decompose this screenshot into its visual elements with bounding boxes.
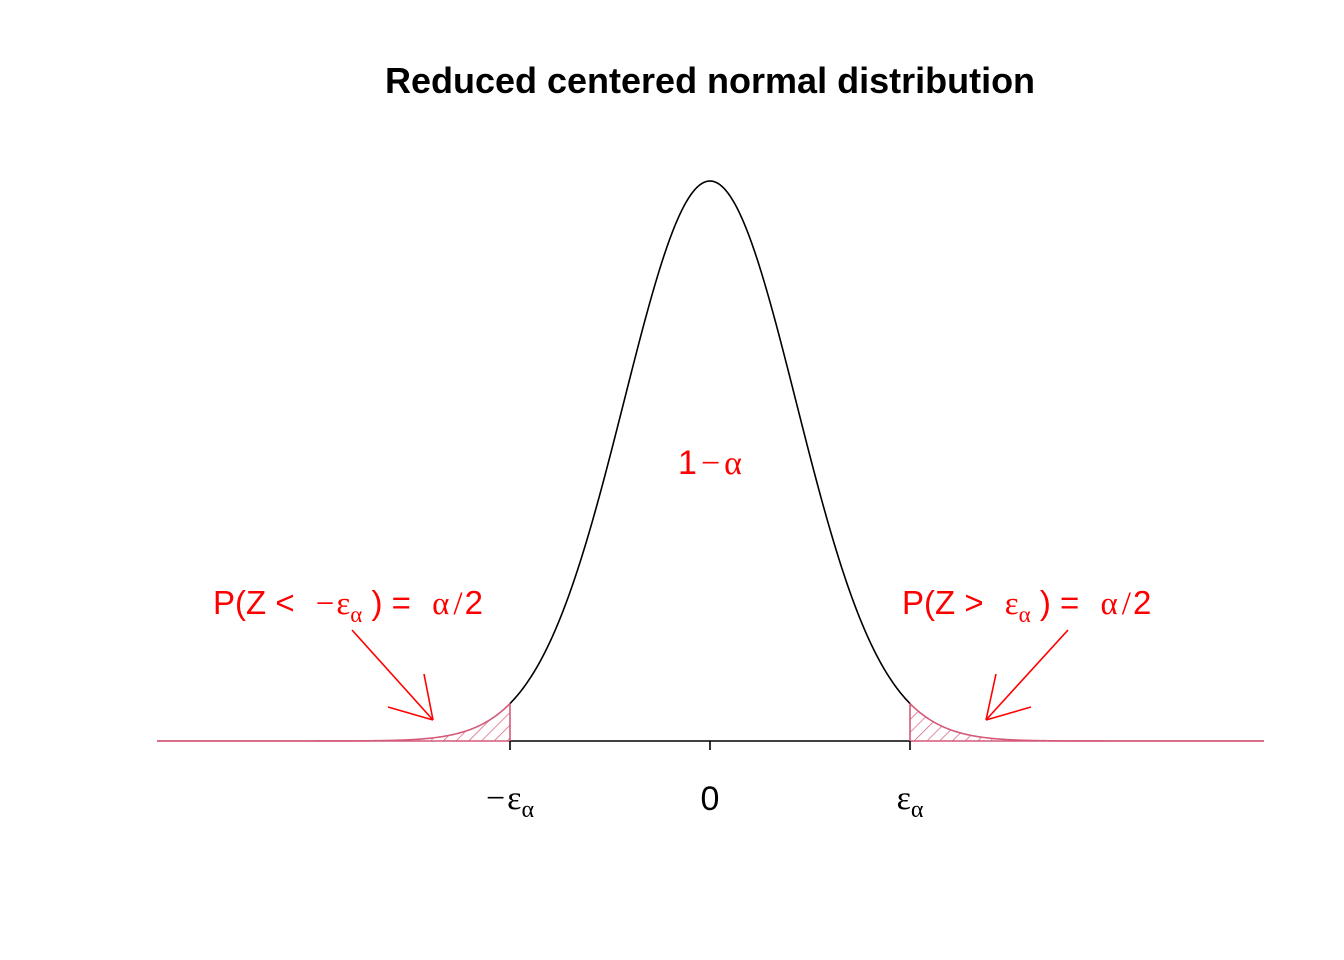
- left-tail-curve: [157, 702, 511, 742]
- chart-title: Reduced centered normal distribution: [385, 60, 1035, 101]
- tick-label-pos-epsilon: εα: [897, 780, 924, 823]
- right-tail-annotation: P(Z > εα ) = α/2: [902, 584, 1151, 627]
- left-tail-hatch: [157, 703, 510, 741]
- confidence-label: 1− α: [678, 444, 742, 482]
- tick-label-zero: 0: [701, 780, 720, 818]
- left-tail-annotation: P(Z < −εα ) = α/2: [213, 584, 483, 627]
- right-arrow: [985, 629, 1069, 721]
- right-tail-curve: [909, 702, 1264, 742]
- left-arrow: [351, 629, 434, 721]
- density-curve: [509, 180, 911, 705]
- right-tail-hatch: [910, 703, 1264, 741]
- tick-label-neg-epsilon: −εα: [486, 780, 534, 823]
